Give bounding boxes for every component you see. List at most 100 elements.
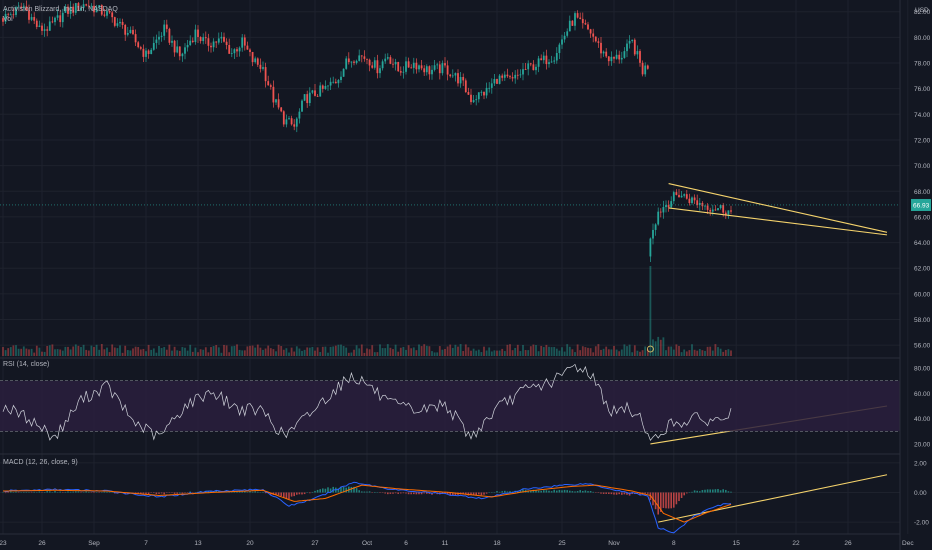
candle-body [662, 207, 665, 213]
macd-histogram-bar [394, 492, 397, 494]
macd-histogram-bar [257, 491, 259, 493]
candle-body [402, 71, 405, 73]
macd-histogram-bar [610, 492, 613, 495]
candle-body [548, 62, 550, 65]
candle-body [173, 40, 176, 53]
macd-histogram-bar [316, 489, 319, 493]
macd-histogram-bar [400, 492, 402, 494]
volume-bar [449, 344, 452, 356]
volume-bar [64, 346, 67, 356]
candle-body [620, 57, 623, 60]
volume-bar [150, 349, 153, 356]
candle-body [693, 197, 696, 201]
candle-body [475, 99, 478, 101]
volume-label: Vol [3, 16, 13, 23]
volume-bar [597, 344, 600, 356]
rsi-panel[interactable] [0, 363, 900, 442]
time-tick-label: 11 [442, 540, 449, 547]
volume-bar [389, 347, 392, 356]
candle-body [111, 12, 114, 18]
candle-body [17, 6, 20, 8]
macd-histogram-bar [665, 492, 667, 509]
volume-bar [332, 346, 335, 356]
volume-bar [506, 344, 509, 356]
candle-body [667, 205, 670, 208]
volume-bars [2, 266, 732, 356]
macd-histogram-bar [696, 490, 698, 493]
macd-histogram-bar [576, 491, 579, 493]
volume-bar [301, 350, 303, 356]
candle-body [194, 29, 197, 42]
volume-bar [584, 347, 587, 356]
price-tick-label: 66.00 [914, 214, 931, 221]
time-tick-label: 18 [493, 540, 501, 547]
candle-body [477, 92, 480, 100]
candle-body [113, 17, 116, 26]
volume-bar [431, 351, 433, 356]
volume-bar [199, 349, 202, 356]
volume-bar [587, 347, 589, 356]
volume-bar [178, 350, 181, 356]
volume-bar [100, 344, 103, 356]
macd-histogram-bar [693, 490, 696, 493]
volume-bar [207, 352, 210, 356]
candle-body [618, 54, 621, 60]
volume-bar [82, 344, 85, 356]
candle-body [306, 94, 309, 104]
candle-body [319, 85, 322, 97]
macd-panel[interactable] [2, 481, 732, 534]
volume-bar [555, 348, 558, 356]
candle-body [540, 58, 543, 61]
macd-histogram-bar [88, 491, 90, 493]
candle-body [717, 208, 719, 211]
volume-bar [675, 344, 678, 356]
volume-bar [355, 345, 358, 356]
volume-bar [433, 352, 436, 356]
macd-histogram-bar [103, 491, 106, 493]
candle-body [106, 11, 108, 16]
volume-bar [256, 344, 259, 356]
candle-body [298, 111, 301, 119]
volume-bar [436, 352, 439, 356]
macd-histogram-bar [670, 492, 672, 509]
volume-bar [477, 349, 480, 356]
candle-body [542, 55, 545, 61]
macd-histogram-bar [428, 492, 431, 494]
candle-body [701, 202, 704, 207]
candle-body [264, 67, 267, 82]
volume-bar [490, 351, 493, 356]
volume-bar [293, 351, 296, 356]
volume-bar [472, 348, 475, 356]
last-price-tag [911, 198, 931, 211]
macd-histogram-bar [163, 492, 165, 495]
volume-bar [225, 345, 228, 356]
macd-histogram-bar [389, 492, 392, 494]
candle-body [165, 24, 168, 29]
candle-body [259, 64, 262, 69]
candle-body [228, 45, 231, 54]
macd-histogram-bar [46, 491, 48, 493]
macd-histogram-bar [350, 486, 353, 493]
candle-body [415, 62, 418, 70]
candle-body [51, 21, 54, 23]
volume-bar [371, 345, 374, 356]
price-axis[interactable]: 56.00 58.00 60.00 62.00 64.00 66.00 68.00 70.00… [911, 9, 931, 527]
volume-bar [446, 346, 449, 356]
macd-histogram-bar [345, 487, 347, 493]
candle-body [93, 5, 95, 13]
price-candles[interactable] [0, 0, 900, 353]
time-axis[interactable]: 23 26 Sep 7 13 20 27 Oct 6 11 18 25 Nov 8 15 22 26 Dec [0, 540, 914, 547]
macd-histogram-bar [485, 492, 488, 494]
volume-bar [542, 347, 545, 356]
volume-bar [204, 347, 207, 356]
candle-body [272, 86, 275, 103]
macd-histogram-bar [608, 492, 610, 494]
candle-body [267, 81, 270, 86]
volume-bar [246, 346, 249, 356]
volume-bar [12, 345, 15, 356]
candle-body [168, 28, 171, 43]
candle-body [563, 35, 566, 40]
volume-bar [672, 349, 675, 356]
volume-bar [418, 344, 420, 356]
